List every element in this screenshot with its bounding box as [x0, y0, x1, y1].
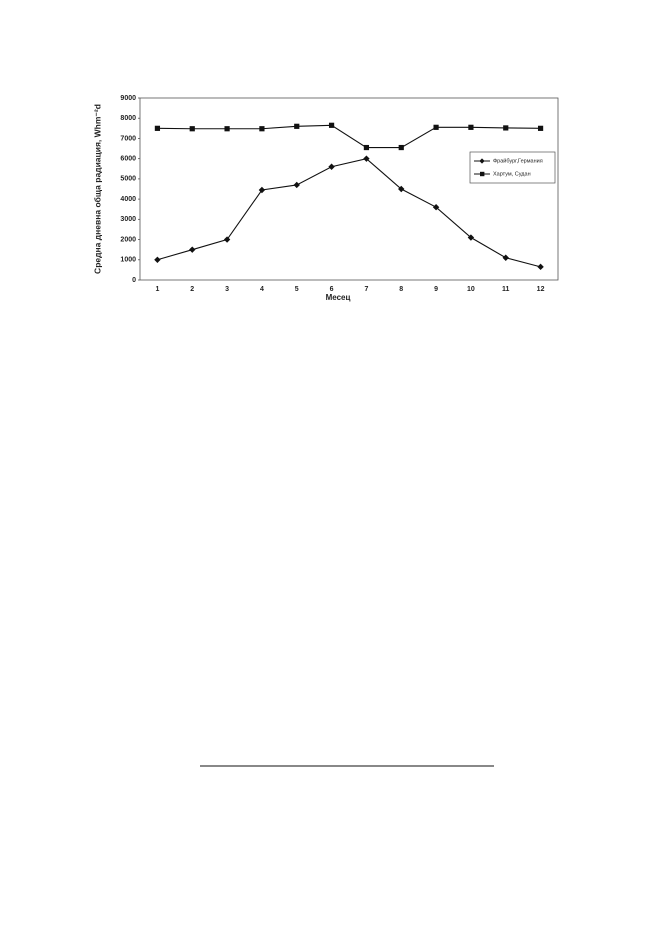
y-tick-label: 0	[132, 277, 136, 284]
data-point	[258, 186, 266, 194]
x-tick-label: 3	[225, 286, 229, 293]
data-point	[468, 124, 474, 130]
x-tick-label: 10	[467, 286, 475, 293]
legend-marker	[479, 158, 485, 164]
series-line	[157, 158, 541, 268]
data-point	[154, 125, 161, 131]
x-tick-label: 11	[502, 286, 510, 293]
data-point	[363, 144, 370, 151]
x-tick-label: 2	[190, 286, 194, 293]
series-line	[157, 124, 541, 149]
legend-label: Фрайбург,Германия	[493, 157, 543, 164]
y-tick-label: 6000	[120, 156, 136, 163]
y-tick-label: 3000	[120, 216, 136, 223]
data-point	[537, 125, 544, 131]
data-point	[294, 123, 300, 129]
data-point	[432, 204, 440, 211]
y-tick-label: 7000	[120, 135, 136, 142]
x-tick-label: 7	[364, 286, 368, 293]
data-point	[398, 144, 404, 151]
data-point	[224, 126, 230, 132]
x-tick-label: 6	[330, 286, 334, 293]
x-tick-label: 12	[537, 286, 545, 293]
data-point	[223, 236, 231, 243]
legend-label: Хартум, Судан	[493, 171, 531, 177]
data-point	[328, 122, 335, 128]
data-point	[293, 181, 300, 189]
data-point	[189, 246, 196, 253]
data-point	[398, 185, 405, 193]
y-tick-label: 5000	[120, 176, 136, 183]
data-point	[502, 254, 509, 261]
y-tick-label: 1000	[120, 257, 136, 264]
y-tick-label: 2000	[120, 236, 136, 243]
y-tick-label: 9000	[120, 95, 136, 102]
legend-box	[469, 151, 556, 184]
data-point	[259, 126, 265, 132]
data-point	[328, 163, 335, 170]
data-point	[503, 125, 509, 131]
data-point	[537, 263, 544, 271]
y-tick-label: 8000	[120, 115, 136, 122]
x-tick-label: 5	[295, 286, 299, 293]
data-point	[467, 234, 475, 241]
data-point	[154, 256, 161, 263]
data-point	[363, 155, 370, 162]
legend-marker	[480, 171, 485, 177]
x-tick-label: 9	[434, 286, 438, 293]
x-axis-label: Месец	[326, 293, 351, 302]
y-tick-label: 4000	[120, 196, 136, 203]
x-tick-label: 4	[260, 286, 264, 293]
data-point	[433, 124, 439, 130]
x-tick-label: 1	[155, 286, 159, 293]
x-tick-label: 8	[399, 286, 403, 293]
data-point	[189, 126, 195, 132]
plot-frame	[139, 97, 559, 281]
y-axis-label: Средна дневна обща радиация, Whm⁻²d	[92, 104, 102, 274]
